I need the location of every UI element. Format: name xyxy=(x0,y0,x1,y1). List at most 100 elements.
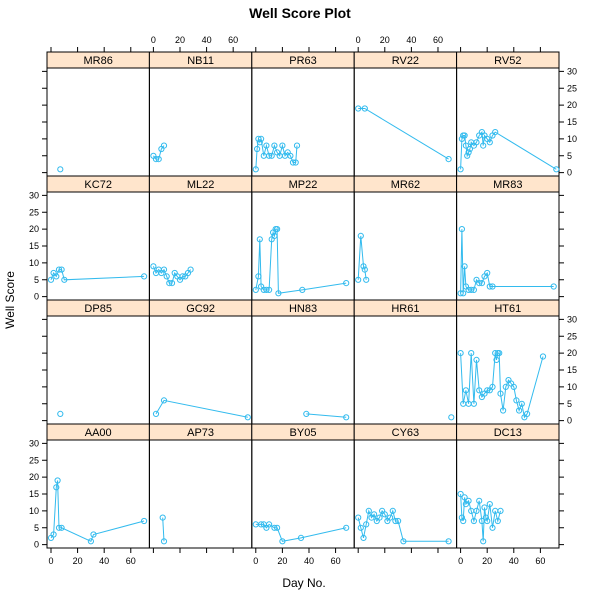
data-point xyxy=(271,142,278,149)
data-point xyxy=(254,145,261,153)
data-point xyxy=(252,166,259,173)
data-point xyxy=(266,286,273,293)
data-point xyxy=(252,286,259,293)
panel-border xyxy=(148,191,253,301)
strip-label: CY63 xyxy=(392,427,420,439)
data-point xyxy=(371,511,378,518)
data-point xyxy=(271,232,278,239)
data-point xyxy=(482,514,489,521)
panel-dc13: DC13 xyxy=(456,423,560,549)
y-tick-label: 25 xyxy=(29,455,39,465)
data-point xyxy=(445,156,452,163)
y-tick-label: 0 xyxy=(567,168,572,178)
data-point xyxy=(494,517,501,525)
data-point xyxy=(481,504,488,511)
data-point xyxy=(389,507,396,514)
panel-border xyxy=(148,439,253,549)
data-point xyxy=(502,383,509,390)
data-point xyxy=(274,524,281,531)
panel-dp85: DP85 xyxy=(46,299,150,425)
data-point xyxy=(460,290,467,297)
y-tick-label: 15 xyxy=(29,489,39,499)
panel-by05: BY05 xyxy=(251,423,355,549)
data-point xyxy=(524,410,531,417)
data-point xyxy=(489,524,496,531)
x-axis-title: Day No. xyxy=(282,576,325,590)
data-point xyxy=(376,514,383,521)
data-point xyxy=(513,397,520,404)
strip-label: HR61 xyxy=(391,303,419,315)
data-point xyxy=(279,538,286,545)
panel-rv52: RV52 xyxy=(456,51,560,177)
data-point xyxy=(493,356,500,363)
data-point xyxy=(473,356,480,363)
x-tick-label: 0 xyxy=(356,35,361,45)
x-tick-label: 0 xyxy=(48,556,53,566)
data-point xyxy=(279,142,286,149)
data-point xyxy=(457,350,464,357)
strip-label: RV52 xyxy=(494,55,521,67)
data-point xyxy=(152,410,160,417)
x-tick-label: 40 xyxy=(202,35,212,45)
data-point xyxy=(470,286,477,293)
data-point xyxy=(343,414,350,421)
data-point xyxy=(303,410,310,417)
data-point xyxy=(476,280,483,287)
data-point xyxy=(58,524,65,531)
data-point xyxy=(360,263,367,270)
data-point xyxy=(355,276,362,283)
data-point xyxy=(486,139,493,146)
strip-label: AP73 xyxy=(187,427,214,439)
data-point xyxy=(550,283,557,290)
y-tick-label: 20 xyxy=(567,348,577,358)
data-point xyxy=(287,152,294,159)
data-point xyxy=(187,266,194,273)
y-tick-label: 10 xyxy=(567,382,577,392)
data-point xyxy=(486,501,493,508)
y-tick-label: 15 xyxy=(567,365,577,375)
data-point xyxy=(343,280,350,287)
data-point xyxy=(160,266,168,273)
strip-label: RV22 xyxy=(392,55,419,67)
y-tick-label: 30 xyxy=(29,190,39,200)
data-point xyxy=(489,383,496,390)
strip-label: DP85 xyxy=(84,303,112,315)
x-tick-label: 0 xyxy=(151,35,156,45)
x-tick-label: 60 xyxy=(126,556,136,566)
data-point xyxy=(478,280,485,287)
x-tick-label: 40 xyxy=(99,556,109,566)
x-tick-label: 20 xyxy=(380,35,390,45)
data-point xyxy=(274,226,281,233)
panel-pr63: PR63 xyxy=(251,51,355,177)
strip-label: DC13 xyxy=(494,427,522,439)
y-tick-label: 30 xyxy=(567,314,577,324)
data-point xyxy=(395,517,402,525)
data-point xyxy=(462,142,469,149)
y-axis: 0 5 10 15 20 25 30 0 5 10 15 20 25 30 0 5 10 15 20 25 30 0 5 10… xyxy=(29,66,577,549)
panel-mr83: MR83 xyxy=(456,175,560,301)
data-point xyxy=(489,283,496,290)
series-line xyxy=(155,399,248,418)
data-point xyxy=(258,135,265,142)
data-point xyxy=(480,538,487,545)
y-tick-label: 15 xyxy=(29,241,39,251)
data-point xyxy=(160,397,168,404)
series-line xyxy=(460,229,554,294)
data-point xyxy=(357,232,364,239)
data-point xyxy=(470,517,477,525)
data-point xyxy=(492,350,499,357)
strip-label: NB11 xyxy=(187,55,214,67)
data-point xyxy=(54,477,61,484)
panel-cy63: CY63 xyxy=(353,423,458,549)
data-point xyxy=(271,524,278,531)
data-point xyxy=(518,400,525,407)
data-point xyxy=(150,263,157,270)
data-point xyxy=(448,414,455,421)
y-tick-label: 30 xyxy=(29,438,39,448)
x-tick-label: 60 xyxy=(331,556,341,566)
data-point xyxy=(465,497,472,504)
data-point xyxy=(460,517,467,525)
data-point xyxy=(297,534,305,542)
